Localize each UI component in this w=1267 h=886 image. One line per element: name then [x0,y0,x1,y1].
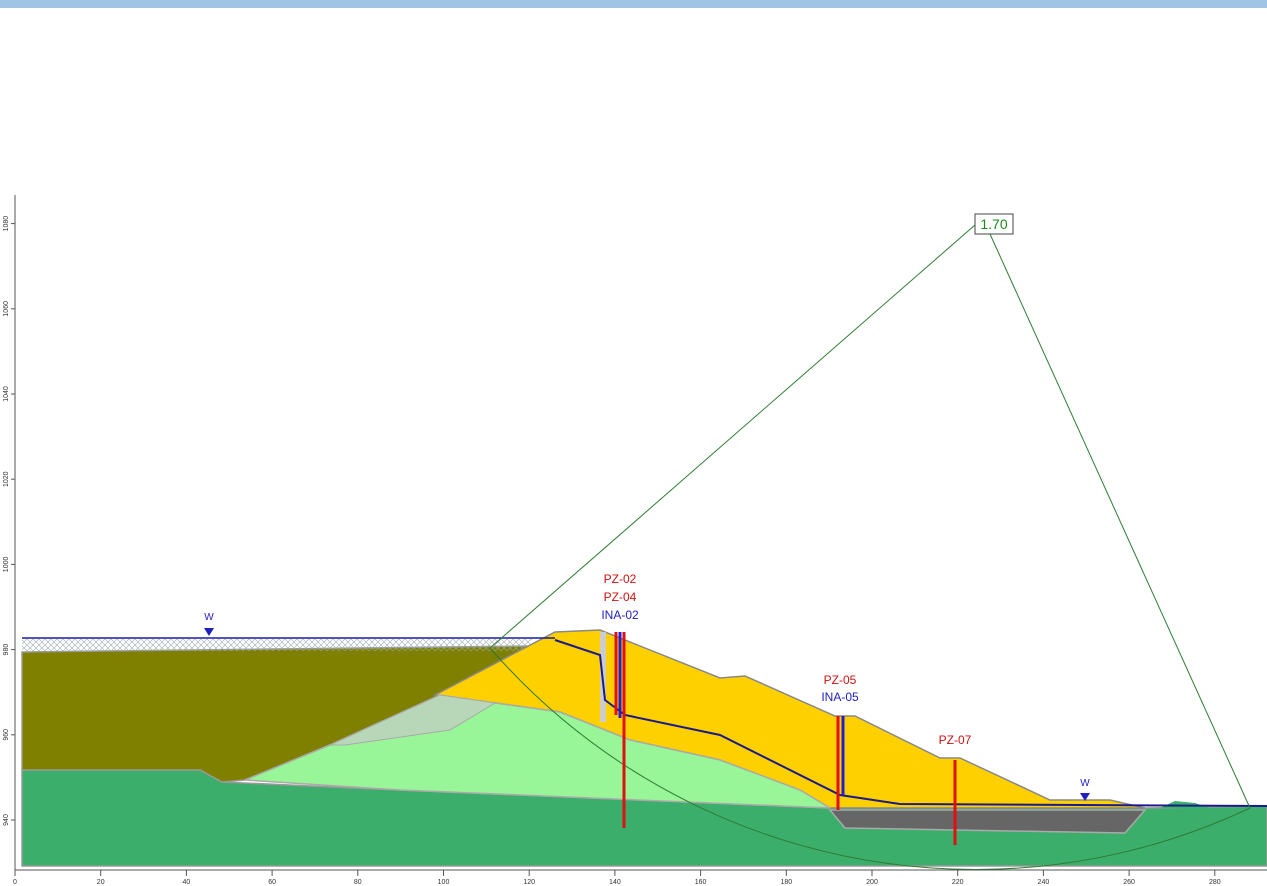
top-bar [0,0,1267,8]
water-marker [1080,793,1090,801]
x-tick-label: 100 [438,879,450,886]
water-marker [204,628,214,636]
factor-of-safety: 1.70 [980,216,1007,232]
y-tick-label: 1020 [3,471,10,487]
x-tick-label: 80 [354,879,362,886]
y-tick-label: 980 [3,644,10,656]
instrument-label: INA-02 [601,608,639,622]
y-tick-label: 1040 [3,386,10,402]
x-tick-label: 200 [866,879,878,886]
x-tick-label: 160 [695,879,707,886]
x-tick-label: 60 [268,879,276,886]
reservoir [22,639,532,651]
slip-circle [489,647,1251,870]
x-tick-label: 220 [952,879,964,886]
radius-line [489,224,976,649]
y-tick-label: 1080 [3,216,10,232]
x-tick-label: 20 [97,879,105,886]
x-tick-label: 120 [523,879,535,886]
instrument-label: PZ-07 [939,733,972,747]
toe-drain [828,809,1147,834]
x-tick-label: 0 [13,879,17,886]
x-tick-label: 140 [609,879,621,886]
phreatic-line [554,639,1267,807]
x-tick-label: 40 [183,879,191,886]
water-marker-label: W [1080,778,1090,789]
instrument-label: PZ-02 [604,572,637,586]
radius-line [989,233,1251,809]
y-tick-label: 940 [3,814,10,826]
instrument-label: INA-05 [821,690,859,704]
y-tick-label: 1060 [3,301,10,317]
water-marker-label: W [204,612,214,623]
transition-zone [329,694,497,746]
instrument-label: PZ-05 [824,673,857,687]
fs-box [974,213,1014,235]
x-tick-label: 240 [1038,879,1050,886]
x-tick-label: 260 [1123,879,1135,886]
y-tick-label: 960 [3,729,10,741]
x-tick-label: 180 [780,879,792,886]
instrument-label: PZ-04 [604,590,637,604]
x-tick-label: 280 [1209,879,1221,886]
y-tick-label: 1000 [3,557,10,573]
